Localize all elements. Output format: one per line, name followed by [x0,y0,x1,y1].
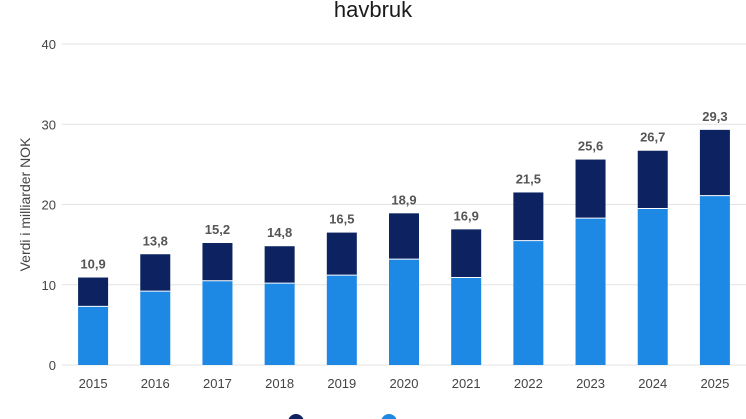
bar-segment-2 [513,192,544,241]
x-tick-label: 2015 [79,376,108,391]
bar-segment-2 [575,159,606,219]
bar-segment-1 [513,240,544,365]
y-tick-label: 10 [42,278,56,293]
bar-segment-1 [637,208,668,365]
bar-segment-1 [326,275,357,365]
bar-total-label: 18,9 [391,192,416,207]
bar-total-label: 26,7 [640,130,665,145]
bar-segment-2 [140,254,171,292]
bar-total-label: 16,5 [329,212,354,227]
bar-total-label: 16,9 [454,208,479,223]
bar-total-label: 13,8 [143,233,168,248]
y-tick-label: 30 [42,117,56,132]
x-tick-label: 2021 [452,376,481,391]
x-tick-label: 2020 [390,376,419,391]
bar-segment-2 [451,229,482,278]
x-tick-label: 2022 [514,376,543,391]
bar-segment-2 [264,246,295,284]
x-tick-label: 2024 [638,376,667,391]
bar-segment-1 [451,277,482,365]
bar-total-label: 21,5 [516,171,541,186]
bar-segment-1 [575,218,606,365]
bar-total-label: 10,9 [80,257,105,272]
bar-segment-1 [78,306,109,365]
x-tick-label: 2023 [576,376,605,391]
bar-segment-2 [699,129,730,196]
bar-total-label: 15,2 [205,222,230,237]
x-tick-label: 2019 [327,376,356,391]
x-tick-label: 2017 [203,376,232,391]
y-tick-label: 0 [49,358,56,373]
bar-total-label: 25,6 [578,139,603,154]
bar-segment-1 [202,280,233,365]
x-tick-label: 2025 [700,376,729,391]
bar-segment-2 [78,277,109,307]
bar-segment-2 [202,243,233,281]
x-tick-label: 2018 [265,376,294,391]
bar-segment-2 [326,232,357,276]
y-axis-title: Verdi i milliarder NOK [17,137,33,271]
legend-marker-series-1 [381,414,397,419]
bar-segment-1 [699,195,730,365]
bar-segment-2 [637,150,668,209]
bar-total-label: 29,3 [702,109,727,124]
chart-title: havbruk [333,0,413,22]
bar-segment-1 [140,291,171,365]
legend-marker-series-2 [288,414,304,419]
bar-segment-2 [389,213,419,260]
y-tick-label: 40 [42,37,56,52]
bar-segment-1 [389,259,419,365]
y-tick-label: 20 [42,198,56,213]
x-tick-label: 2016 [141,376,170,391]
bar-segment-1 [264,283,295,365]
bar-total-label: 14,8 [267,225,292,240]
